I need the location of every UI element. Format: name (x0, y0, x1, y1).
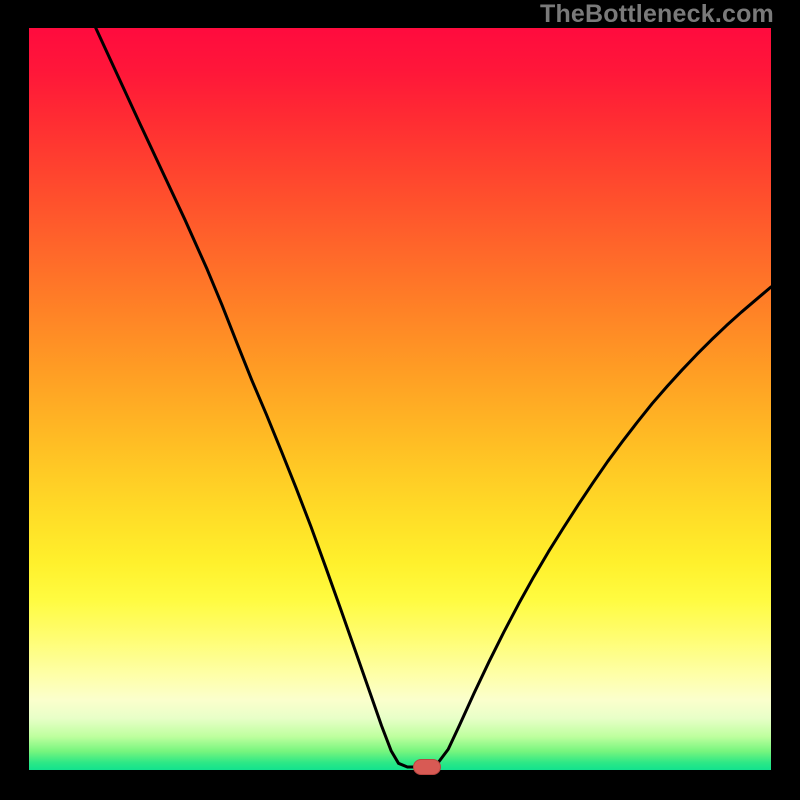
sweet-spot-marker (413, 759, 441, 775)
watermark-text: TheBottleneck.com (540, 0, 774, 29)
plot-background (29, 28, 771, 770)
chart-stage: TheBottleneck.com (0, 0, 800, 800)
